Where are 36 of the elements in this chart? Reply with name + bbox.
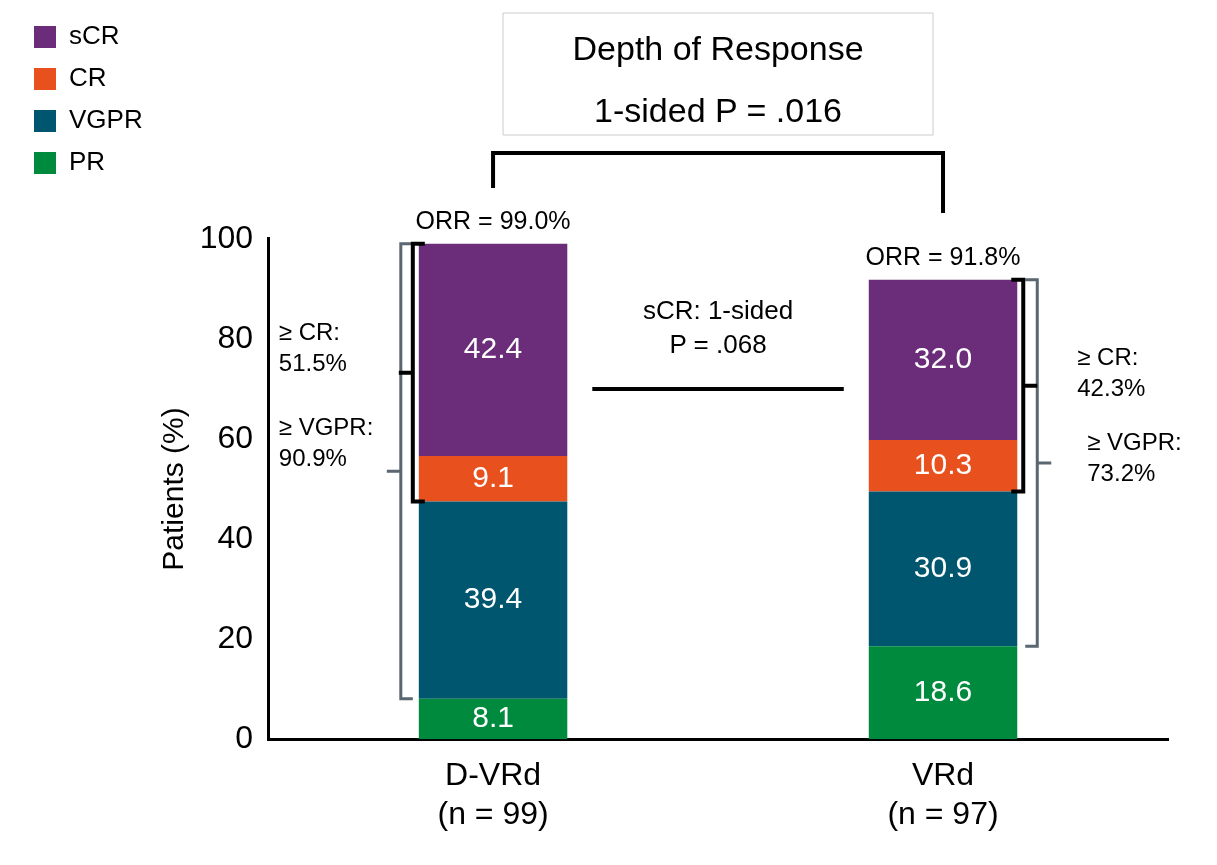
legend-label: PR bbox=[69, 146, 106, 177]
bar bbox=[868, 491, 1018, 647]
data-label: 10.3 bbox=[913, 447, 973, 480]
annotation: ≥ VGPR: 73.2% bbox=[1087, 428, 1182, 487]
annotation: ORR = 91.8% bbox=[865, 241, 1021, 270]
bar bbox=[868, 439, 1018, 492]
y-tick-label: 100 bbox=[199, 218, 254, 255]
data-label: 8.1 bbox=[472, 700, 514, 734]
annotation: ≥ CR: 42.3% bbox=[1077, 342, 1146, 402]
annotation: ≥ VGPR: 90.9% bbox=[278, 412, 374, 472]
legend-label: sCR bbox=[69, 20, 120, 51]
annotation: sCR: 1-sided P = .068 bbox=[642, 295, 794, 359]
data-label: 42.4 bbox=[463, 331, 523, 365]
annotation: ≥ CR: 51.5% bbox=[278, 317, 347, 377]
bar bbox=[868, 646, 1018, 740]
legend-label: CR bbox=[69, 62, 107, 93]
text: 1-sided P = .016 bbox=[594, 91, 843, 130]
data-label: 9.1 bbox=[472, 460, 514, 494]
x-tick-label: VRd (n = 97) bbox=[887, 756, 999, 831]
y-tick-label: 60 bbox=[217, 418, 254, 455]
chart-title: Depth of Response bbox=[572, 28, 864, 67]
legend-label: VGPR bbox=[69, 104, 143, 135]
x-tick-label: D-VRd (n = 99) bbox=[437, 756, 549, 831]
data-label: 39.4 bbox=[463, 581, 523, 615]
data-label: 18.6 bbox=[913, 673, 973, 707]
y-tick-label: 20 bbox=[217, 618, 254, 655]
annotation: ORR = 99.0% bbox=[415, 205, 571, 234]
bar bbox=[418, 455, 568, 502]
bar bbox=[418, 698, 568, 740]
bar bbox=[418, 501, 568, 699]
y-tick-label: 0 bbox=[235, 719, 254, 756]
y-tick-label: 40 bbox=[217, 518, 254, 555]
data-label: 30.9 bbox=[913, 550, 973, 584]
y-axis-title: Patients (%) bbox=[155, 407, 189, 571]
y-tick-label: 80 bbox=[217, 318, 254, 355]
data-label: 32.0 bbox=[913, 341, 973, 375]
